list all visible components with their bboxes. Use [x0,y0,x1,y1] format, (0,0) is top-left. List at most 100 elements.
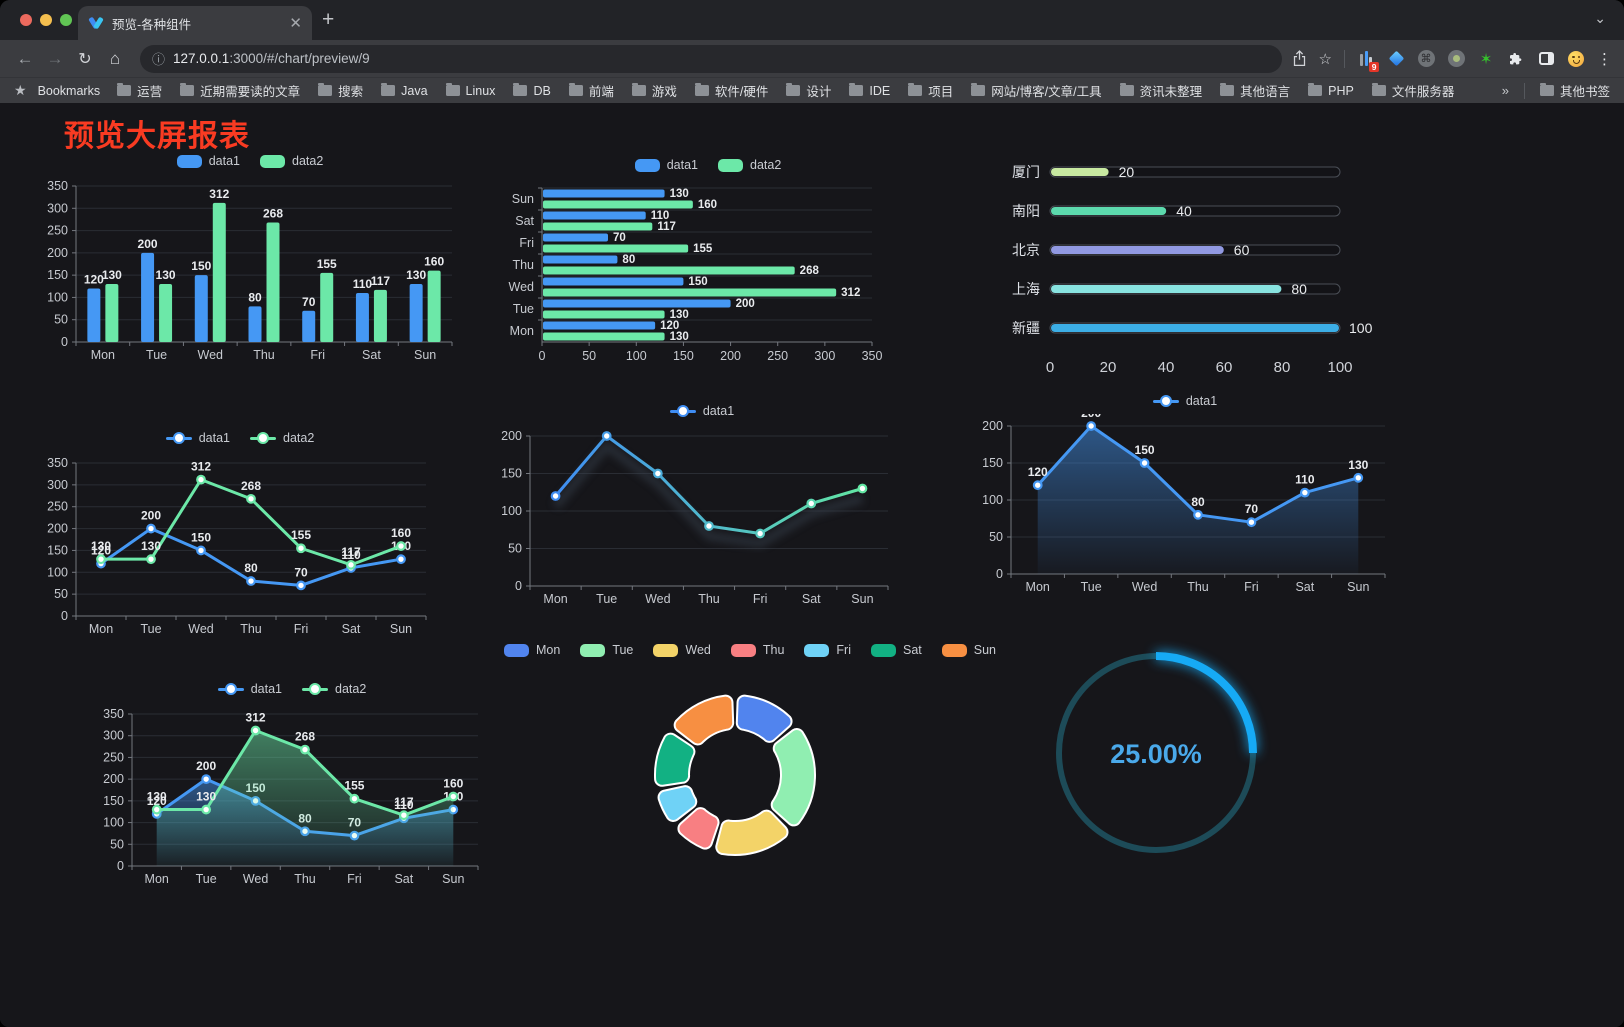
bookmark-star-icon[interactable]: ☆ [1318,50,1332,68]
svg-text:70: 70 [1245,502,1259,516]
close-window-button[interactable] [20,14,32,26]
home-button[interactable]: ⌂ [109,48,121,68]
legend-item-Sat[interactable]: Sat [871,643,922,657]
legend-item-data1[interactable]: data1 [165,431,230,445]
bookmarks-root-label[interactable]: Bookmarks [37,83,101,98]
svg-text:117: 117 [371,274,391,288]
legend-item-data1[interactable]: data1 [1152,394,1217,408]
svg-text:200: 200 [47,522,68,536]
svg-text:Wed: Wed [509,280,535,294]
svg-text:250: 250 [47,500,68,514]
legend-item-Mon[interactable]: Mon [503,643,560,657]
extension-dot-icon[interactable] [1447,50,1465,68]
svg-text:100: 100 [47,290,68,304]
bookmark-folder[interactable]: 运营 [117,81,162,100]
extension-sidebar-icon[interactable]: 9 [1357,50,1379,72]
extension-xpath-star-icon[interactable]: ✶ [1479,50,1493,68]
folder-icon [971,83,986,96]
tab-close-icon[interactable]: ✕ [289,15,302,32]
legend-item-Sun[interactable]: Sun [941,643,997,657]
legend-item-Wed[interactable]: Wed [653,643,711,657]
site-info-icon[interactable]: ⓘ [152,52,166,67]
zoom-window-button[interactable] [60,14,72,26]
other-bookmarks-button[interactable]: 其他书签 [1539,81,1610,100]
bookmark-folder[interactable]: Java [381,83,428,98]
bookmarks-overflow-chevron[interactable]: » [1501,83,1509,98]
tab-search-chevron-icon[interactable]: ⌄ [1594,10,1606,26]
svg-text:117: 117 [394,795,414,809]
legend-swatch [260,154,285,168]
bookmark-label: 前端 [588,85,614,99]
share-icon[interactable] [1292,50,1307,67]
side-panel-icon[interactable] [1537,50,1555,68]
svg-text:200: 200 [736,298,755,310]
bookmark-folder[interactable]: IDE [849,83,890,98]
bookmark-folder[interactable]: 网站/博客/文章/工具 [971,81,1102,100]
svg-text:300: 300 [47,478,68,492]
svg-text:Mon: Mon [89,622,113,636]
svg-text:Thu: Thu [698,592,720,606]
svg-text:130: 130 [196,790,216,804]
bookmark-folder[interactable]: 游戏 [631,81,677,100]
legend-label: data1 [666,158,698,172]
browser-menu-icon[interactable]: ⋮ [1597,50,1612,68]
svg-text:Sat: Sat [394,872,413,886]
svg-text:Fri: Fri [310,348,325,362]
svg-text:60: 60 [1216,359,1233,376]
folder-icon [318,83,333,96]
svg-text:Mon: Mon [145,872,169,886]
extensions-puzzle-icon[interactable] [1507,50,1525,68]
svg-text:268: 268 [295,730,315,744]
donut-slice-Mon [735,694,793,743]
legend-item-data2[interactable]: data2 [302,682,366,696]
bookmark-folder[interactable]: 软件/硬件 [694,81,768,100]
chart-line-gradient: data1 0 50 100 150 200 Mon Tue Wed Thu Fri Sat Sun [492,398,912,610]
bookmark-folder[interactable]: PHP [1308,83,1354,98]
legend-swatch [871,643,896,657]
legend-item-Fri[interactable]: Fri [804,643,851,657]
legend-label: data1 [250,682,282,696]
forward-button[interactable]: → [46,48,64,68]
back-button[interactable]: ← [16,48,34,68]
legend-item-Tue[interactable]: Tue [580,643,633,657]
svg-text:Fri: Fri [1244,580,1259,594]
extension-emoji-icon[interactable] [1567,50,1585,68]
svg-text:Tue: Tue [596,592,617,606]
bookmark-folder[interactable]: 其他语言 [1220,81,1290,100]
bookmark-folder[interactable]: 前端 [568,81,614,100]
address-bar[interactable]: ⓘ 127.0.0.1:3000/#/chart/preview/9 [140,44,1282,73]
svg-text:150: 150 [501,467,522,481]
extension-gem-icon[interactable] [1387,50,1405,68]
reload-button[interactable]: ↻ [78,50,92,68]
legend-item-data1[interactable]: data1 [217,682,282,696]
new-tab-button[interactable]: + [322,8,335,31]
bookmark-folder[interactable]: 近期需要读的文章 [180,81,300,100]
legend-label: data1 [702,404,735,418]
svg-text:200: 200 [1081,414,1101,420]
legend-item-data1[interactable]: data1 [634,158,698,172]
bookmark-folder[interactable]: Linux [445,83,495,98]
legend-label: Sun [973,643,997,657]
svg-text:Thu: Thu [1187,580,1209,594]
bookmark-folder[interactable]: 文件服务器 [1371,81,1454,100]
legend-item-data2[interactable]: data2 [250,431,314,445]
svg-text:Mon: Mon [543,592,567,606]
bookmark-folder[interactable]: 资讯未整理 [1119,81,1202,100]
legend-item-Thu[interactable]: Thu [730,643,784,657]
minimize-window-button[interactable] [40,14,52,26]
svg-text:100: 100 [47,565,68,579]
extension-command-icon[interactable]: ⌘ [1417,50,1435,68]
legend-item-data2[interactable]: data2 [718,158,781,172]
svg-text:25.00%: 25.00% [1110,739,1202,769]
bookmark-folder[interactable]: DB [513,83,551,98]
bookmark-folder[interactable]: 项目 [908,81,953,100]
svg-text:120: 120 [91,544,111,558]
legend-item-data2[interactable]: data2 [260,154,323,168]
capsule-canvas: 厦门 20 南阳 40 北京 60 上海 80 新疆 100 0 20 40 60 80 100 [1012,164,1373,376]
legend-item-data1[interactable]: data1 [176,154,240,168]
bookmark-folder[interactable]: 设计 [786,81,831,100]
bookmark-folder[interactable]: 搜索 [318,81,363,100]
browser-tab[interactable]: 预览-各种组件 ✕ [78,6,312,40]
legend-item-data1[interactable]: data1 [669,404,735,418]
